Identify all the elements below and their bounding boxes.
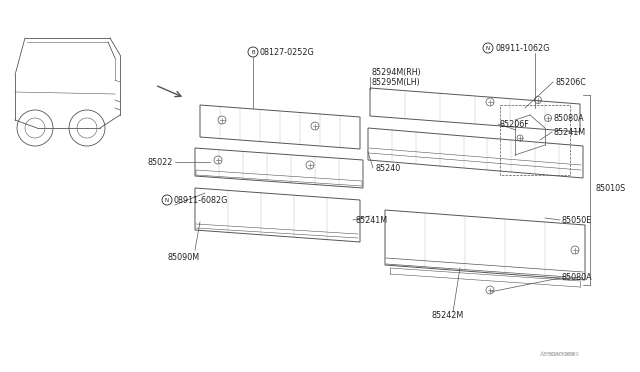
Text: ^850^0089: ^850^0089 xyxy=(545,353,579,357)
Text: 85242M: 85242M xyxy=(432,311,464,320)
Text: 85080A: 85080A xyxy=(554,113,584,122)
Text: 85080A: 85080A xyxy=(562,273,593,282)
Bar xyxy=(500,105,570,175)
Text: 85241M: 85241M xyxy=(554,128,586,137)
Text: 85206F: 85206F xyxy=(500,119,530,128)
Text: 85090M: 85090M xyxy=(168,253,200,263)
Text: 08911-6082G: 08911-6082G xyxy=(174,196,228,205)
Text: 08127-0252G: 08127-0252G xyxy=(260,48,315,57)
Text: 85022: 85022 xyxy=(148,157,173,167)
Text: 85010S: 85010S xyxy=(596,183,627,192)
Text: B: B xyxy=(251,49,255,55)
Text: 85050E: 85050E xyxy=(562,215,592,224)
Text: 85206C: 85206C xyxy=(555,77,586,87)
Text: 85240: 85240 xyxy=(375,164,400,173)
Text: 08911-1062G: 08911-1062G xyxy=(495,44,549,52)
Text: N: N xyxy=(486,45,490,51)
Text: 85295M(LH): 85295M(LH) xyxy=(372,77,420,87)
Text: 85294M(RH): 85294M(RH) xyxy=(372,67,422,77)
Text: 85241M: 85241M xyxy=(355,215,387,224)
Text: Å850À0089: Å850À0089 xyxy=(540,353,576,357)
Text: N: N xyxy=(165,198,169,202)
